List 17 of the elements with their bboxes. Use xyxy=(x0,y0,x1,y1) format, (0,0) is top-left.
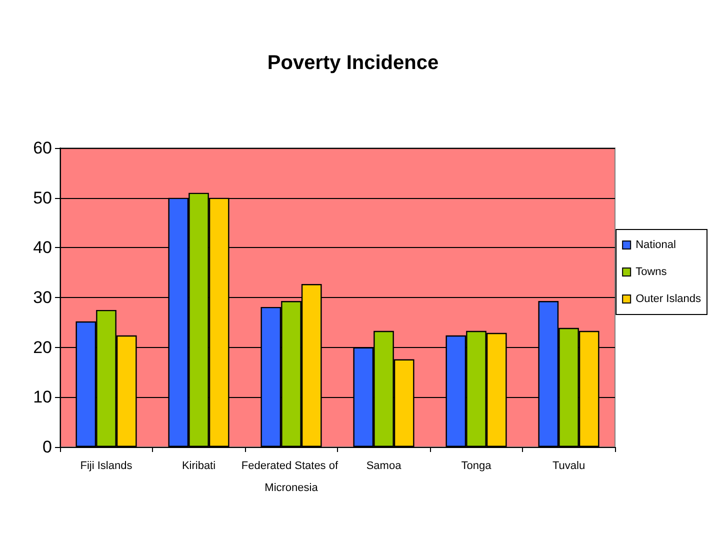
y-tick-label: 20 xyxy=(33,338,52,357)
y-tick-label: 30 xyxy=(33,288,52,307)
x-tick-label: Tuvalu xyxy=(552,460,586,472)
x-tick-label: Tonga xyxy=(461,460,492,472)
y-tick-label: 0 xyxy=(42,438,52,456)
y-tick-label: 10 xyxy=(33,388,52,407)
y-tick-label: 60 xyxy=(33,138,52,158)
x-tick-label: Federated States of Micronesia xyxy=(241,460,342,494)
y-tick-label: 40 xyxy=(33,238,52,258)
x-tick-label: Samoa xyxy=(366,460,402,472)
x-tick-label: Fiji Islands xyxy=(80,460,133,472)
x-tick-label: Kiribati xyxy=(182,460,216,472)
legend-label: Outer Islands xyxy=(636,293,702,305)
chart-title: Poverty Incidence xyxy=(267,52,439,74)
legend-label: Towns xyxy=(636,266,668,278)
legend-label: National xyxy=(636,239,676,251)
y-tick-label: 50 xyxy=(33,188,52,208)
